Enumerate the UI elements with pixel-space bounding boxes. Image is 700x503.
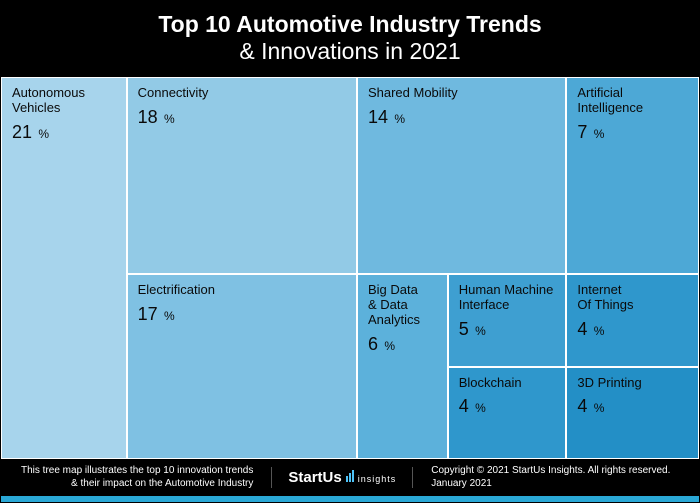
cell-value: 5 % (459, 319, 556, 340)
cell-label: Human Machine Interface (459, 283, 556, 313)
infographic-frame: Top 10 Automotive Industry Trends & Inno… (0, 0, 700, 503)
cell-autonomous-vehicles: Autonomous Vehicles 21 % (1, 77, 127, 459)
cell-big-data: Big Data & Data Analytics 6 % (357, 274, 448, 459)
cell-label: Big Data & Data Analytics (368, 283, 437, 328)
cell-label: Connectivity (138, 86, 346, 101)
footer-caption: This tree map illustrates the top 10 inn… (21, 465, 253, 490)
cell-label: Internet Of Things (577, 283, 688, 313)
treemap: Autonomous Vehicles 21 % Connectivity 18 % E… (1, 77, 699, 459)
title-bold: Top 10 Automotive Industry Trends (1, 11, 699, 38)
cell-value: 14 % (368, 107, 555, 128)
logo-subtext: insights (358, 474, 397, 484)
cell-artificial-intelligence: Artificial Intelligence 7 % (566, 77, 699, 274)
footer: This tree map illustrates the top 10 inn… (1, 459, 699, 496)
title-light: & Innovations in 2021 (1, 38, 699, 65)
cell-value: 7 % (577, 122, 688, 143)
cell-label: Artificial Intelligence (577, 86, 688, 116)
cell-3d-printing: 3D Printing 4 % (566, 367, 699, 459)
footer-copyright: Copyright © 2021 StartUs Insights. All r… (431, 465, 670, 490)
cell-value: 21 % (12, 122, 116, 143)
cell-label: Autonomous Vehicles (12, 86, 116, 116)
cell-value: 6 % (368, 334, 437, 355)
cell-label: Electrification (138, 283, 346, 298)
footer-wrap: This tree map illustrates the top 10 inn… (21, 465, 687, 490)
logo-text: StartUs (288, 469, 341, 486)
cell-value: 17 % (138, 304, 346, 325)
cell-label: Blockchain (459, 376, 556, 391)
logo: StartUs insights (271, 467, 413, 488)
cell-label: Shared Mobility (368, 86, 555, 101)
cell-value: 4 % (577, 396, 688, 417)
cell-value: 4 % (459, 396, 556, 417)
logo-bars-icon (346, 470, 354, 482)
header: Top 10 Automotive Industry Trends & Inno… (1, 1, 699, 77)
cell-label: 3D Printing (577, 376, 688, 391)
cell-blockchain: Blockchain 4 % (448, 367, 567, 459)
cell-shared-mobility: Shared Mobility 14 % (357, 77, 566, 274)
cell-connectivity: Connectivity 18 % (127, 77, 357, 274)
cell-electrification: Electrification 17 % (127, 274, 357, 459)
cell-iot: Internet Of Things 4 % (566, 274, 699, 367)
cell-value: 18 % (138, 107, 346, 128)
footer-accent-bar (1, 496, 699, 502)
cell-hmi: Human Machine Interface 5 % (448, 274, 567, 367)
cell-value: 4 % (577, 319, 688, 340)
